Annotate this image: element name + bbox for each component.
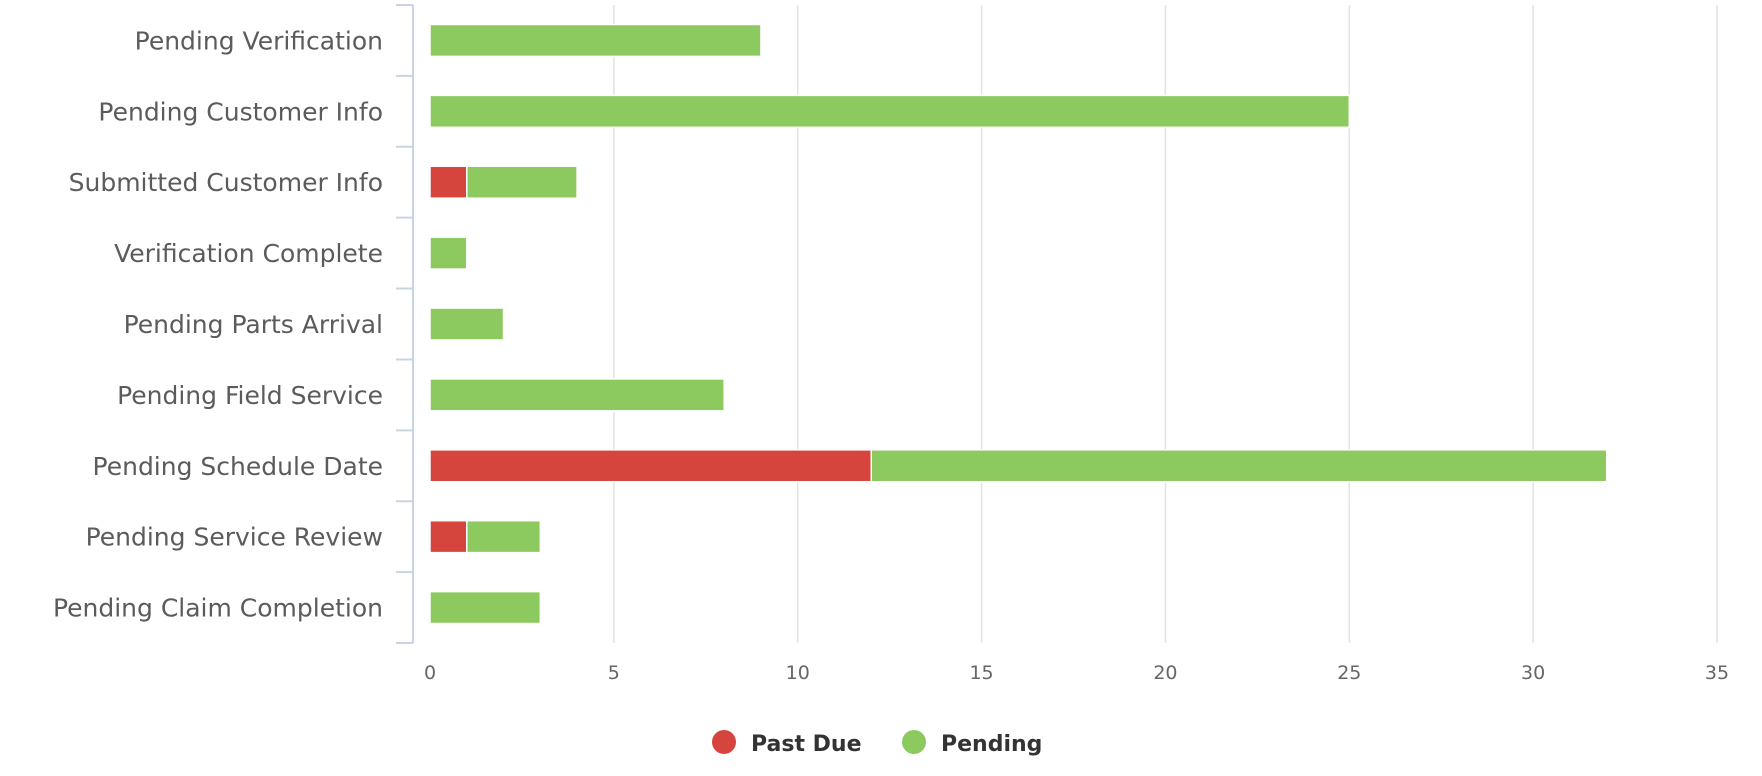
category-label-submitted-customer-info: Submitted Customer Info (69, 168, 383, 197)
bar-pending-pending-parts-arrival[interactable] (429, 307, 505, 341)
x-tick-label: 30 (1521, 662, 1545, 684)
bar-pending-verification-complete[interactable] (429, 236, 468, 270)
x-tick-layer: 0 5 10 15 20 25 30 35 (424, 662, 1729, 684)
category-label-pending-service-review: Pending Service Review (86, 523, 383, 552)
bar-pending-pending-customer-info[interactable] (429, 94, 1351, 129)
category-label-pending-parts-arrival: Pending Parts Arrival (124, 310, 383, 339)
bar-pending-submitted-customer-info[interactable] (466, 165, 578, 199)
x-tick-label: 25 (1337, 662, 1361, 684)
legend-marker-past-due (712, 730, 736, 754)
bar-pending-pending-field-service[interactable] (429, 378, 725, 412)
category-label-pending-schedule-date: Pending Schedule Date (93, 452, 383, 481)
bar-layer (429, 23, 1608, 625)
category-label-pending-claim-completion: Pending Claim Completion (53, 594, 383, 623)
bar-pending-pending-schedule-date[interactable] (870, 449, 1608, 483)
x-tick-label: 15 (969, 662, 993, 684)
bar-pending-pending-verification[interactable] (429, 23, 762, 58)
x-tick-label: 35 (1705, 662, 1729, 684)
bar-pending-pending-claim-completion[interactable] (429, 590, 542, 625)
bar-past-due-submitted-customer-info[interactable] (429, 165, 468, 199)
legend-label-past-due: Past Due (751, 732, 862, 757)
x-tick-label: 20 (1153, 662, 1177, 684)
bar-pending-pending-service-review[interactable] (466, 519, 542, 554)
legend[interactable]: Past Due Pending (712, 730, 1042, 757)
legend-marker-pending (902, 730, 926, 754)
x-tick-label: 10 (786, 662, 810, 684)
legend-item-pending[interactable]: Pending (902, 730, 1042, 757)
category-label-pending-verification: Pending Verification (135, 26, 383, 55)
axis-layer (396, 4, 414, 644)
legend-item-past-due[interactable]: Past Due (712, 730, 862, 757)
category-label-verification-complete: Verification Complete (114, 239, 383, 268)
category-label-pending-customer-info: Pending Customer Info (98, 97, 383, 126)
x-tick-label: 5 (608, 662, 620, 684)
category-label-layer: Pending Verification Pending Customer Inf… (53, 26, 383, 622)
bar-past-due-pending-service-review[interactable] (429, 519, 468, 554)
legend-label-pending: Pending (941, 732, 1042, 757)
category-label-pending-field-service: Pending Field Service (117, 381, 383, 410)
bar-past-due-pending-schedule-date[interactable] (429, 449, 873, 483)
x-tick-label: 0 (424, 662, 436, 684)
